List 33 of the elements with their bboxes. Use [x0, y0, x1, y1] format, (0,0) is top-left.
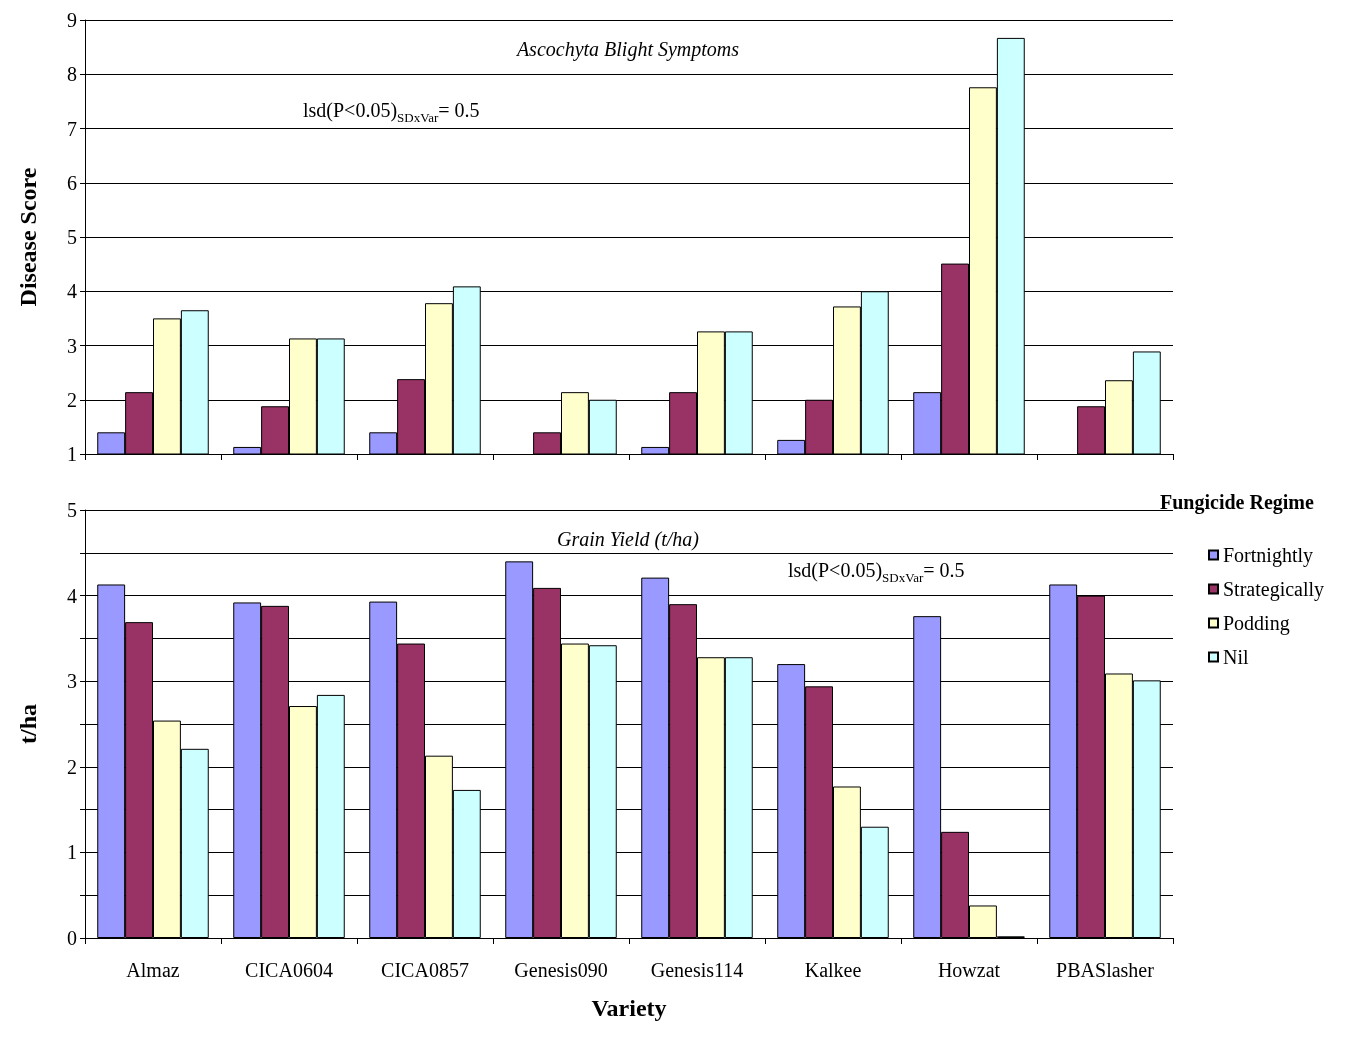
- legend-title: Fungicide Regime: [1160, 491, 1314, 514]
- y-tick-label: 6: [67, 171, 77, 194]
- y-tick-label: 1: [67, 841, 77, 864]
- x-tick-label: Genesis090: [514, 959, 608, 981]
- x-tick-label: Almaz: [126, 959, 180, 981]
- legend-label: Strategically: [1223, 578, 1325, 601]
- y-tick-label: 9: [67, 9, 77, 31]
- y-axis-title: Disease Score: [15, 167, 41, 307]
- x-axis-title: Variety: [591, 995, 667, 1021]
- text: Ascochyta Blight Symptoms: [514, 38, 740, 61]
- legend-label: Podding: [1223, 612, 1290, 635]
- y-tick-label: 3: [67, 670, 77, 693]
- x-tick-label: CICA0604: [245, 959, 333, 981]
- y-tick-label: 2: [67, 755, 77, 778]
- text: Grain Yield (t/ha): [557, 528, 700, 551]
- y-tick-label: 1: [67, 443, 77, 465]
- y-tick-label: 5: [67, 226, 77, 248]
- x-tick-label: Howzat: [937, 959, 1001, 981]
- y-tick-label: 2: [67, 388, 77, 411]
- y-tick-label: 7: [67, 117, 77, 140]
- y-tick-label: 8: [67, 63, 77, 86]
- y-tick-label: 3: [67, 334, 77, 357]
- y-tick-label: 0: [67, 927, 77, 949]
- y-tick-label: 4: [67, 280, 77, 303]
- legend-label: Fortnightly: [1223, 544, 1314, 567]
- y-tick-label: 4: [67, 584, 77, 607]
- x-tick-label: CICA0857: [381, 959, 469, 981]
- x-tick-label: Genesis114: [650, 959, 744, 981]
- y-axis-title: t/ha: [15, 703, 41, 745]
- legend-label: Nil: [1223, 646, 1249, 668]
- x-tick-label: Kalkee: [804, 959, 862, 981]
- y-tick-label: 5: [67, 499, 77, 521]
- x-tick-label: PBASlasher: [1056, 959, 1155, 981]
